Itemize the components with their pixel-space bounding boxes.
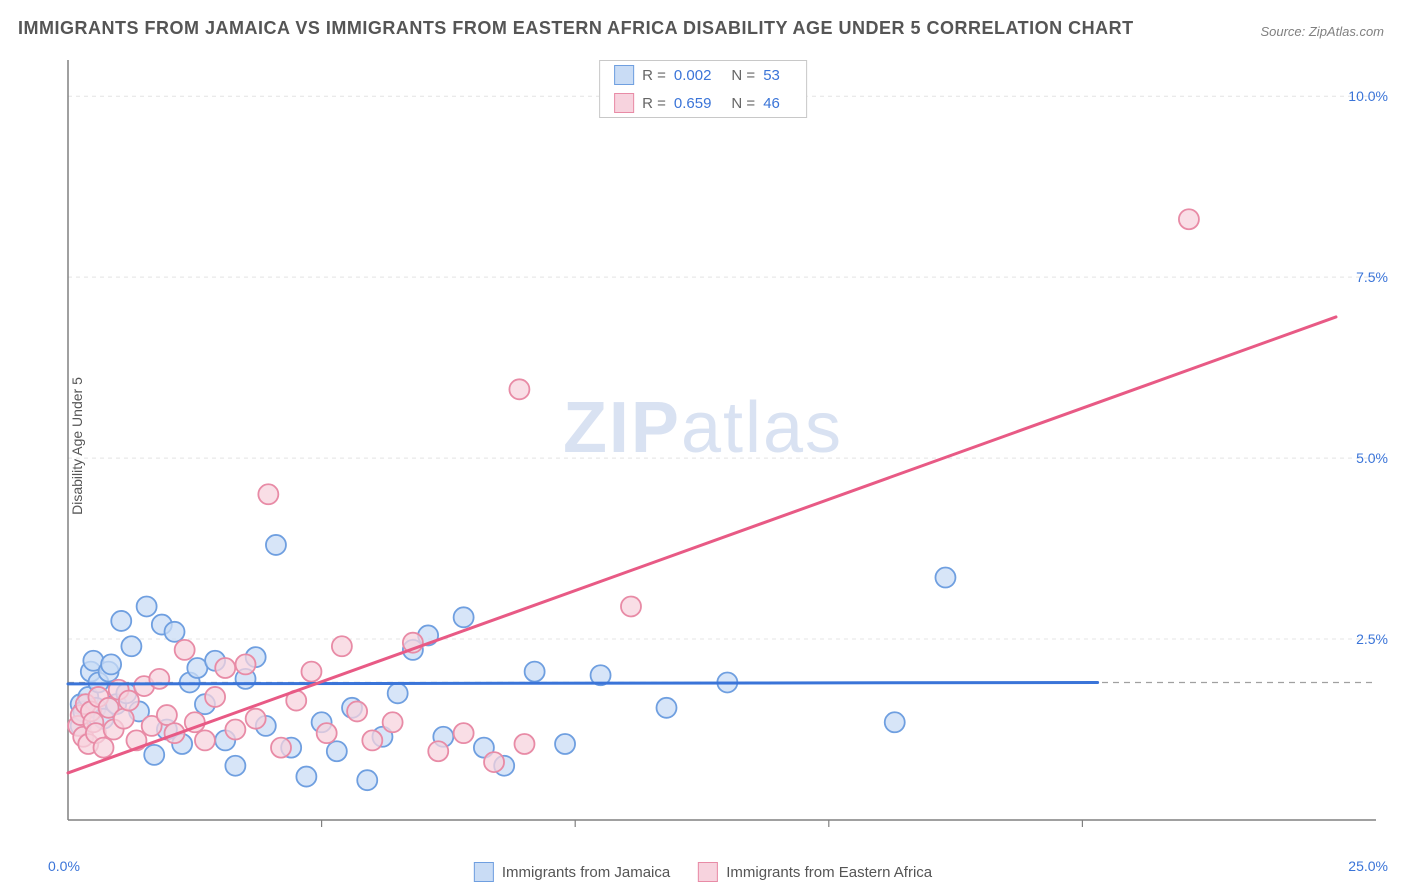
legend-n-value: 53 <box>763 67 780 84</box>
y-tick-label: 5.0% <box>1356 450 1388 466</box>
legend-label: Immigrants from Eastern Africa <box>726 864 932 881</box>
legend-row: R = 0.002 N = 53 <box>600 61 806 89</box>
legend-swatch-icon <box>698 862 718 882</box>
legend-n-value: 46 <box>763 95 780 112</box>
legend-swatch-icon <box>474 862 494 882</box>
legend-swatch-icon <box>614 65 634 85</box>
legend-r-label: R = <box>642 67 666 84</box>
y-tick-label: 10.0% <box>1348 88 1388 104</box>
x-axis-origin-label: 0.0% <box>48 858 80 874</box>
y-tick-label: 2.5% <box>1356 631 1388 647</box>
y-tick-label: 7.5% <box>1356 269 1388 285</box>
legend-n-label: N = <box>731 67 755 84</box>
x-axis-max-label: 25.0% <box>1348 858 1388 874</box>
series-legend: Immigrants from Jamaica Immigrants from … <box>474 862 932 882</box>
source-attribution: Source: ZipAtlas.com <box>1260 24 1384 39</box>
scatter-plot <box>48 60 1388 838</box>
correlation-legend: R = 0.002 N = 53 R = 0.659 N = 46 <box>599 60 807 118</box>
legend-label: Immigrants from Jamaica <box>502 864 670 881</box>
legend-r-value: 0.002 <box>674 67 712 84</box>
legend-row: R = 0.659 N = 46 <box>600 89 806 117</box>
chart-svg <box>48 60 1388 838</box>
legend-item: Immigrants from Jamaica <box>474 862 670 882</box>
legend-swatch-icon <box>614 93 634 113</box>
legend-n-label: N = <box>731 95 755 112</box>
legend-r-value: 0.659 <box>674 95 712 112</box>
legend-r-label: R = <box>642 95 666 112</box>
chart-title: IMMIGRANTS FROM JAMAICA VS IMMIGRANTS FR… <box>18 18 1134 39</box>
legend-item: Immigrants from Eastern Africa <box>698 862 932 882</box>
